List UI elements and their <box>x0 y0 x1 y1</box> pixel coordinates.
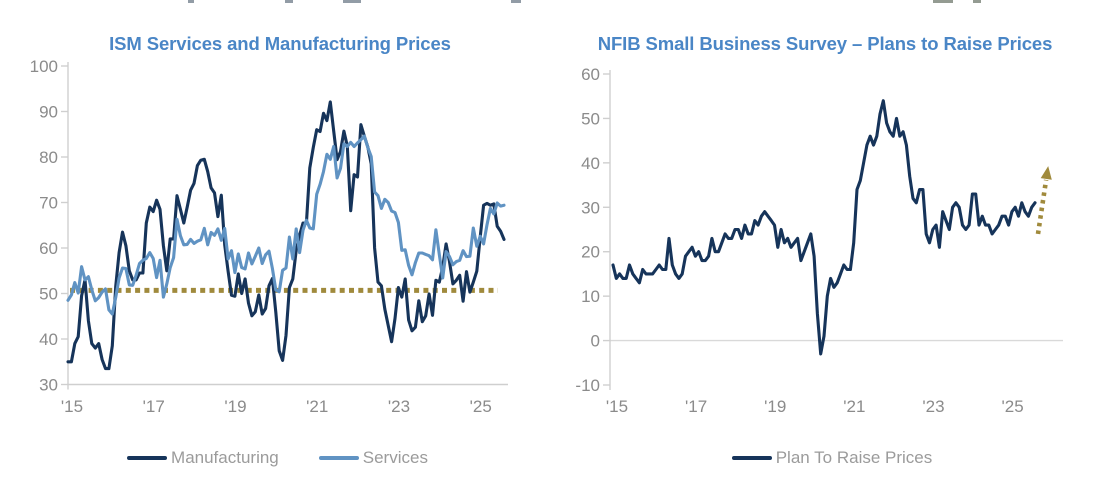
x-tick-label: '19 <box>764 397 786 416</box>
y-tick-label: 10 <box>581 287 600 306</box>
legend-label: Manufacturing <box>171 448 279 467</box>
x-tick-label: '21 <box>843 397 865 416</box>
x-tick-label: '17 <box>685 397 707 416</box>
legend-label: Services <box>362 448 428 467</box>
y-tick-label: 50 <box>581 109 600 128</box>
clipped-text-remnant <box>285 0 293 3</box>
clipped-text-remnant <box>188 0 194 3</box>
y-tick-label: 50 <box>39 285 58 304</box>
legend-item: Manufacturing <box>127 448 279 468</box>
legend-ism: Manufacturing Services <box>0 445 555 471</box>
x-tick-label: '23 <box>922 397 944 416</box>
legend-nfib: Plan To Raise Prices <box>555 445 1109 471</box>
y-tick-label: 0 <box>591 332 600 351</box>
clipped-text-remnant <box>933 0 953 3</box>
x-tick-label: '19 <box>224 397 246 416</box>
x-tick-label: '21 <box>306 397 328 416</box>
y-tick-label: 70 <box>39 194 58 213</box>
chart-0: 100 90 80 70 60 50 40 30'15 '17 '19 '21 '23 '25 <box>30 57 508 416</box>
series-line-manufacturing <box>66 100 506 371</box>
y-tick-label: -10 <box>575 376 600 395</box>
legend-swatch <box>127 456 168 460</box>
y-tick-label: 60 <box>39 239 58 258</box>
y-tick-label: 60 <box>581 65 600 84</box>
legend-swatch <box>731 456 772 460</box>
chart-title-nfib: NFIB Small Business Survey – Plans to Ra… <box>597 33 1053 55</box>
clipped-text-remnant <box>343 0 361 3</box>
x-tick-label: '25 <box>1002 397 1024 416</box>
x-tick-label: '23 <box>388 397 410 416</box>
legend-swatch <box>318 456 359 460</box>
y-tick-label: 100 <box>30 57 58 76</box>
trend-arrow-shaft <box>1035 179 1049 235</box>
legend-item: Plan To Raise Prices <box>731 448 933 468</box>
x-tick-label: '15 <box>61 397 83 416</box>
x-tick-label: '15 <box>606 397 628 416</box>
legend-label: Plan To Raise Prices <box>775 448 933 467</box>
clipped-text-remnant <box>973 0 981 3</box>
series-line-plan-to-raise-prices <box>611 99 1037 356</box>
chart-title-ism: ISM Services and Manufacturing Prices <box>109 33 451 55</box>
trend-arrow-head <box>1040 166 1052 180</box>
series-line-services <box>66 134 506 316</box>
y-tick-label: 40 <box>581 154 600 173</box>
chart-1: 60 50 40 30 20 10 0 -10 '15 '17 '19 '21 '23 '25 <box>575 65 1063 416</box>
x-tick-label: '17 <box>143 397 165 416</box>
clipped-text-remnant <box>511 0 521 3</box>
y-tick-label: 30 <box>39 376 58 395</box>
x-tick-label: '25 <box>470 397 492 416</box>
y-tick-label: 30 <box>581 198 600 217</box>
y-tick-label: 80 <box>39 148 58 167</box>
legend-item: Services <box>318 448 428 468</box>
y-tick-label: 90 <box>39 103 58 122</box>
y-tick-label: 20 <box>581 243 600 262</box>
y-tick-label: 40 <box>39 330 58 349</box>
